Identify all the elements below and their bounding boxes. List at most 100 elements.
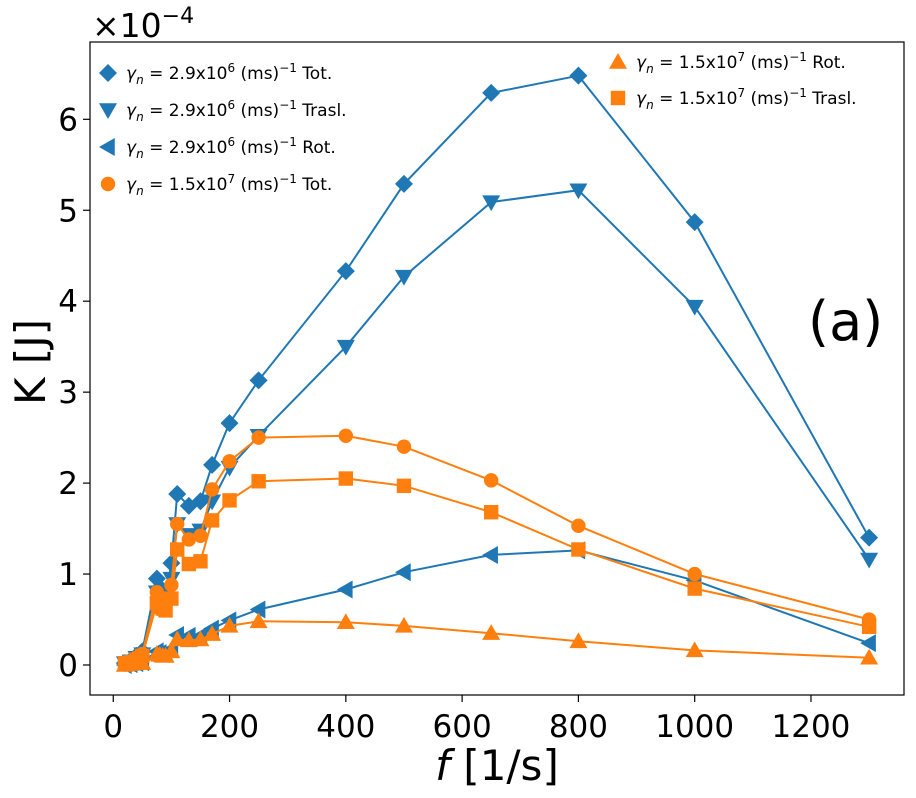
data-point	[168, 485, 187, 504]
data-point	[687, 581, 702, 596]
legend-label: γn = 1.5x107 (ms)−1 Rot.	[636, 50, 846, 76]
data-point	[249, 600, 266, 619]
data-point	[338, 428, 354, 444]
data-point	[170, 542, 185, 557]
data-point	[168, 630, 187, 647]
data-point	[571, 542, 586, 557]
data-point	[203, 455, 222, 474]
data-point	[191, 630, 210, 647]
data-point	[164, 591, 179, 606]
series-line	[124, 74, 870, 665]
data-point	[222, 454, 237, 469]
legend-marker	[100, 176, 116, 192]
y-axis-multiplier-power: −4	[162, 4, 194, 29]
legend-label: γn = 1.5x107 (ms)−1 Trasl.	[636, 86, 857, 112]
data-point	[249, 371, 268, 390]
x-axis-title: f [1/s]	[435, 741, 559, 790]
y-axis-multiplier-base: ×10	[92, 6, 162, 45]
axes-frame	[89, 41, 905, 696]
ticks-layer: 0 200 400 600 800 1000 1200 0 1 2 3 4 5 6	[58, 102, 850, 745]
data-point	[181, 532, 197, 547]
legend-marker	[99, 103, 117, 119]
data-point	[569, 183, 588, 200]
data-point	[861, 619, 877, 634]
data-point	[336, 580, 353, 599]
x-tick-label: 0	[103, 709, 123, 745]
data-point	[482, 195, 501, 212]
x-axis-unit: [1/s]	[450, 741, 559, 790]
series-line	[124, 620, 870, 666]
legend-label: γn = 1.5x107 (ms)−1 Tot.	[126, 172, 332, 198]
legend-entry: γn = 2.9x106 (ms)−1 Rot.	[99, 135, 336, 161]
legend-marker	[99, 138, 115, 156]
data-point	[482, 83, 501, 102]
x-tick-label: 400	[316, 709, 375, 745]
data-point	[483, 504, 499, 520]
data-point	[251, 430, 266, 445]
series-layer	[115, 66, 879, 674]
data-point	[860, 648, 879, 665]
data-point	[170, 516, 185, 532]
data-point	[687, 566, 702, 582]
data-point	[569, 632, 588, 649]
data-point	[685, 213, 704, 232]
data-point	[158, 603, 173, 618]
data-point	[336, 262, 355, 281]
data-point	[396, 478, 412, 494]
y-tick-label: 2	[58, 466, 78, 502]
legend-entry: γn = 1.5x107 (ms)−1 Rot.	[609, 50, 846, 76]
data-point	[251, 474, 266, 489]
data-point	[249, 612, 268, 629]
series-line	[124, 549, 870, 666]
data-point	[338, 471, 354, 486]
data-point	[204, 482, 220, 497]
data-point	[220, 616, 239, 633]
x-tick-label: 1000	[655, 709, 734, 745]
y-tick-label: 0	[58, 648, 78, 684]
y-axis-title: K [J]	[6, 319, 55, 405]
x-tick-label: 600	[433, 709, 492, 745]
x-tick-label: 1200	[772, 709, 851, 745]
plot-area	[89, 41, 905, 696]
data-point	[220, 414, 239, 433]
data-point	[685, 641, 704, 658]
data-point	[860, 552, 879, 569]
legend-label: γn = 2.9x106 (ms)−1 Trasl.	[126, 98, 347, 124]
y-tick-label: 4	[58, 284, 78, 320]
series-6	[117, 471, 877, 671]
x-tick-label: 200	[200, 709, 259, 745]
legend-entry: γn = 2.9x106 (ms)−1 Trasl.	[99, 98, 347, 124]
legend-marker	[610, 90, 626, 106]
legend-label: γn = 2.9x106 (ms)−1 Rot.	[126, 135, 336, 161]
data-point	[193, 528, 208, 544]
y-axis-multiplier: ×10−4	[92, 4, 194, 45]
data-point	[860, 528, 879, 547]
legend-marker	[609, 53, 627, 69]
y-tick-label: 3	[58, 375, 78, 411]
data-point	[394, 616, 413, 633]
data-point	[860, 634, 876, 653]
data-point	[181, 556, 197, 572]
data-point	[482, 545, 498, 564]
data-point	[336, 339, 355, 356]
y-tick-label: 5	[58, 193, 78, 229]
data-point	[164, 577, 179, 593]
legend-entry: γn = 1.5x107 (ms)−1 Tot.	[100, 172, 332, 198]
data-point	[482, 624, 501, 640]
legend-entry: γn = 1.5x107 (ms)−1 Trasl.	[610, 86, 857, 112]
data-point	[336, 613, 355, 629]
data-point	[394, 269, 413, 286]
data-point	[193, 554, 208, 569]
y-tick-label: 1	[58, 557, 78, 593]
data-point	[571, 518, 586, 534]
data-point	[685, 299, 704, 316]
data-point	[483, 473, 499, 488]
data-point	[222, 493, 237, 508]
data-point	[203, 625, 222, 641]
data-point	[569, 66, 588, 85]
x-tick-label: 800	[549, 709, 608, 745]
data-point	[203, 494, 222, 511]
y-tick-label: 6	[58, 102, 78, 138]
data-point	[394, 174, 413, 193]
